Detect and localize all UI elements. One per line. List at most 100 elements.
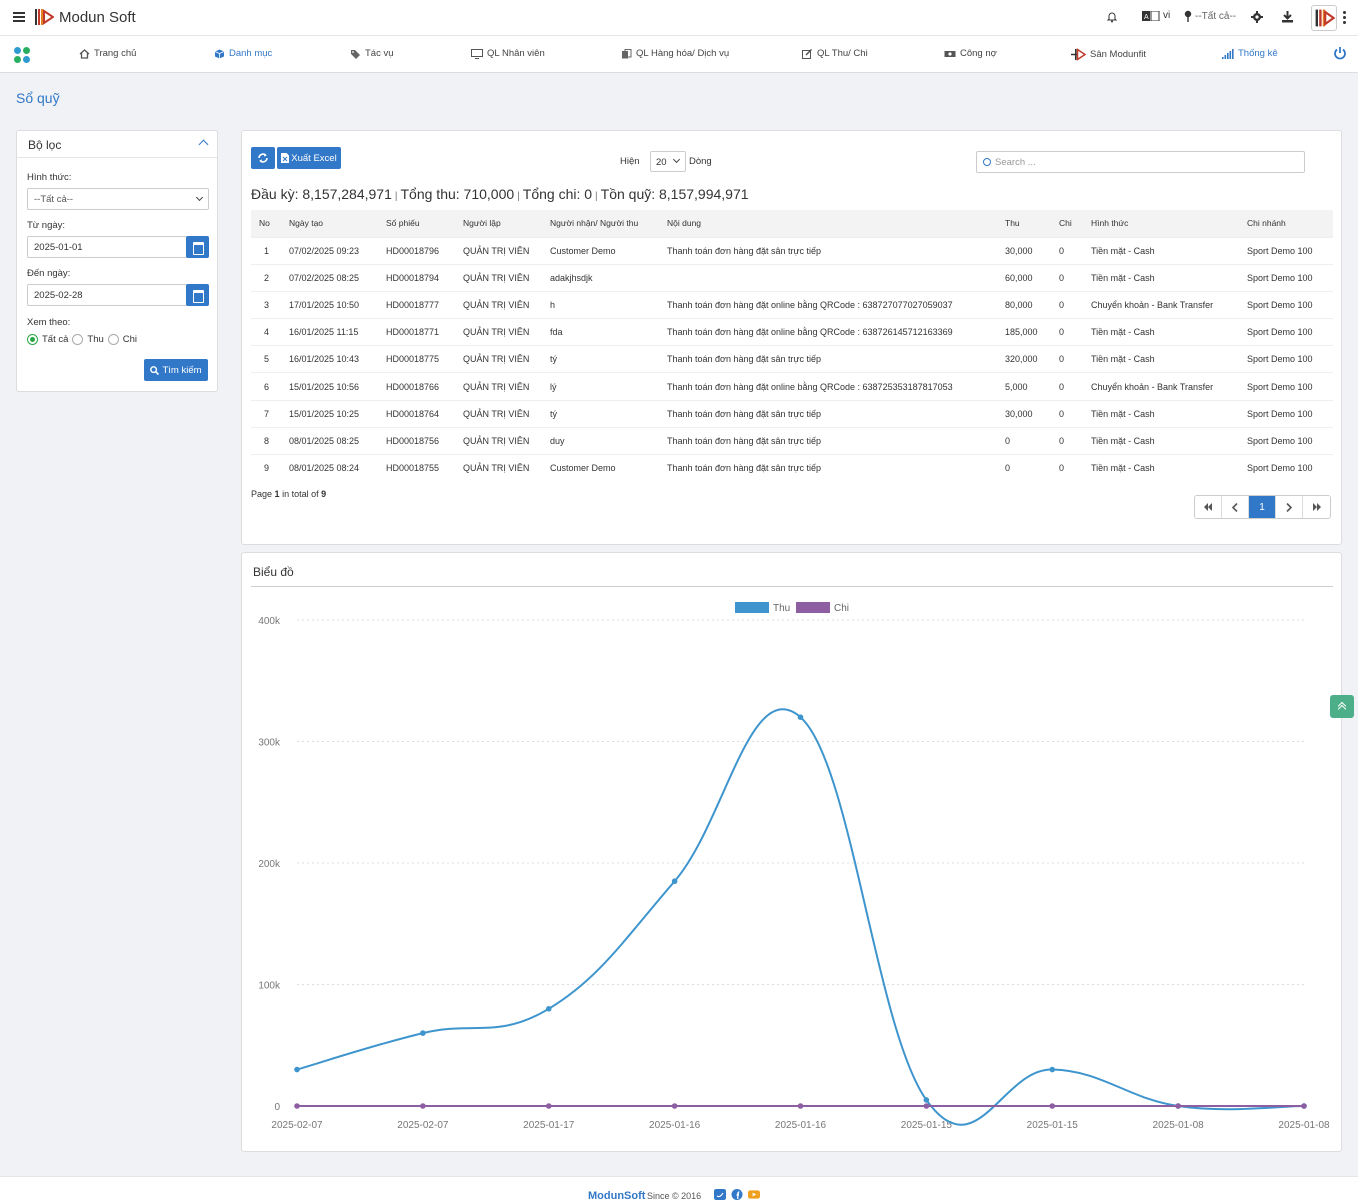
cell-recipient: Customer Demo bbox=[542, 453, 659, 482]
col-recipient[interactable]: Người nhận/ Người thu bbox=[542, 210, 659, 237]
nav-modunfit[interactable]: Sân Modunfit bbox=[1071, 48, 1146, 61]
cell-method: Chuyển khoản - Bank Transfer bbox=[1083, 372, 1239, 401]
menu-icon[interactable] bbox=[13, 12, 25, 22]
bell-icon[interactable] bbox=[1106, 11, 1118, 23]
cell-content bbox=[659, 263, 997, 292]
filter-header[interactable]: Bộ lọc bbox=[17, 131, 217, 158]
table-header-row: No Ngày tạo Số phiếu Người lập Người nhậ… bbox=[251, 210, 1333, 237]
cell-voucher: HD00018756 bbox=[378, 426, 455, 455]
scroll-to-top-button[interactable] bbox=[1330, 695, 1354, 718]
radio-expense[interactable] bbox=[107, 334, 119, 345]
to-date-label: Đến ngày: bbox=[27, 268, 71, 279]
calendar-icon[interactable] bbox=[186, 236, 209, 258]
col-content[interactable]: Nội dung bbox=[659, 210, 997, 237]
location-selector[interactable]: --Tất cả-- bbox=[1184, 10, 1236, 22]
method-select[interactable]: --Tất cả-- bbox=[27, 188, 209, 210]
last-page-button[interactable] bbox=[1303, 496, 1330, 518]
first-page-button[interactable] bbox=[1195, 496, 1222, 518]
table-row[interactable]: 4 16/01/2025 11:15 HD00018771 QUẢN TRỊ VIÊN… bbox=[251, 318, 1333, 346]
export-excel-button[interactable]: Xuất Excel bbox=[277, 147, 341, 169]
radio-all[interactable] bbox=[27, 334, 38, 345]
col-voucher[interactable]: Số phiếu bbox=[378, 210, 455, 237]
more-options-icon[interactable] bbox=[1343, 11, 1346, 26]
cell-recipient: fda bbox=[542, 318, 659, 346]
nav-products[interactable]: QL Hàng hóa/ Dịch vụ bbox=[621, 48, 729, 59]
calendar-icon[interactable] bbox=[186, 284, 209, 306]
chart-panel: Biểu đồ 0 100k 200k 300k 400k 2025-02-07 2025-… bbox=[241, 552, 1342, 1152]
cell-no: 7 bbox=[251, 399, 281, 428]
data-point bbox=[420, 1103, 426, 1109]
col-income[interactable]: Thu bbox=[997, 210, 1051, 237]
nav-debt[interactable]: Công nợ bbox=[944, 48, 997, 59]
table-row[interactable]: 5 16/01/2025 10:43 HD00018775 QUẢN TRỊ VIÊN… bbox=[251, 345, 1333, 373]
table-row[interactable]: 2 07/02/2025 08:25 HD00018794 QUẢN TRỊ VIÊN… bbox=[251, 263, 1333, 292]
cell-income: 30,000 bbox=[997, 399, 1051, 428]
nav-catalog[interactable]: Danh mục bbox=[214, 48, 272, 59]
cell-voucher: HD00018764 bbox=[378, 399, 455, 428]
filter-title: Bộ lọc bbox=[28, 138, 62, 152]
cell-branch: Sport Demo 100 bbox=[1239, 290, 1333, 319]
from-date-input[interactable]: 2025-01-01 bbox=[27, 236, 187, 258]
search-input[interactable]: Search ... bbox=[976, 151, 1305, 173]
nav-tasks[interactable]: Tác vụ bbox=[350, 48, 394, 59]
avatar-logo bbox=[1315, 9, 1336, 27]
download-icon[interactable] bbox=[1281, 10, 1294, 23]
col-expense[interactable]: Chi bbox=[1051, 210, 1083, 237]
user-avatar[interactable] bbox=[1311, 5, 1337, 31]
col-method[interactable]: Hình thức bbox=[1083, 210, 1239, 237]
col-creator[interactable]: Người lập bbox=[455, 210, 542, 237]
twitter-icon[interactable] bbox=[714, 1189, 726, 1200]
facebook-icon[interactable] bbox=[731, 1189, 743, 1200]
cell-branch: Sport Demo 100 bbox=[1239, 236, 1333, 265]
method-label: Hình thức: bbox=[27, 172, 72, 183]
page-button-current[interactable]: 1 bbox=[1249, 496, 1276, 518]
table-row[interactable]: 9 08/01/2025 08:24 HD00018755 QUẢN TRỊ VIÊN… bbox=[251, 453, 1333, 482]
cell-content: Thanh toán đơn hàng đặt sân trực tiếp bbox=[659, 426, 997, 455]
footer: ModunSoft Since © 2016 bbox=[0, 1176, 1358, 1200]
table-row[interactable]: 6 15/01/2025 10:56 HD00018766 QUẢN TRỊ VIÊN… bbox=[251, 372, 1333, 401]
apps-grid-icon[interactable] bbox=[14, 47, 30, 63]
table-row[interactable]: 3 17/01/2025 10:50 HD00018777 QUẢN TRỊ VIÊN… bbox=[251, 290, 1333, 319]
cell-created: 16/01/2025 10:43 bbox=[281, 345, 378, 373]
cell-no: 5 bbox=[251, 345, 281, 373]
gear-icon[interactable] bbox=[1251, 11, 1263, 23]
search-icon bbox=[983, 158, 991, 166]
power-icon[interactable] bbox=[1333, 46, 1347, 60]
y-tick-label: 200k bbox=[258, 859, 281, 870]
svg-text:A: A bbox=[1144, 14, 1149, 21]
prev-page-button[interactable] bbox=[1222, 496, 1249, 518]
language-selector[interactable]: A vi bbox=[1142, 10, 1170, 21]
table-row[interactable]: 7 15/01/2025 10:25 HD00018764 QUẢN TRỊ VIÊN… bbox=[251, 399, 1333, 428]
nav-income-expense[interactable]: QL Thu/ Chi bbox=[802, 48, 868, 59]
nav-home[interactable]: Trang chủ bbox=[79, 48, 136, 59]
youtube-icon[interactable] bbox=[748, 1189, 760, 1200]
col-no[interactable]: No bbox=[251, 210, 281, 237]
page-size-select[interactable]: 20 bbox=[650, 151, 686, 172]
modunfit-icon bbox=[1071, 48, 1086, 61]
series-line-thu bbox=[296, 708, 1305, 1126]
cell-income: 80,000 bbox=[997, 290, 1051, 319]
page-title: Sổ quỹ bbox=[16, 90, 60, 106]
nav-statistics[interactable]: Thống kê bbox=[1222, 48, 1278, 59]
col-created[interactable]: Ngày tạo bbox=[281, 210, 378, 237]
col-branch[interactable]: Chi nhánh bbox=[1239, 210, 1333, 237]
cell-creator: QUẢN TRỊ VIÊN bbox=[455, 290, 542, 319]
refresh-button[interactable] bbox=[251, 147, 275, 169]
x-tick-label: 2025-01-08 bbox=[1278, 1120, 1330, 1131]
nav-staff[interactable]: QL Nhân viên bbox=[471, 48, 545, 59]
radio-income[interactable] bbox=[72, 334, 84, 345]
table-row[interactable]: 1 07/02/2025 09:23 HD00018796 QUẢN TRỊ VIÊN… bbox=[251, 236, 1333, 265]
data-point bbox=[923, 1097, 930, 1103]
cell-method: Tiền mặt - Cash bbox=[1083, 426, 1239, 455]
to-date-input[interactable]: 2025-02-28 bbox=[27, 284, 187, 306]
table-row[interactable]: 8 08/01/2025 08:25 HD00018756 QUẢN TRỊ VIÊN… bbox=[251, 426, 1333, 455]
money-icon bbox=[944, 50, 956, 57]
search-button[interactable]: Tìm kiếm bbox=[144, 359, 208, 381]
cell-created: 15/01/2025 10:25 bbox=[281, 399, 378, 428]
next-page-button[interactable] bbox=[1276, 496, 1303, 518]
cell-voucher: HD00018777 bbox=[378, 290, 455, 319]
cell-expense: 0 bbox=[1051, 318, 1083, 346]
cell-income: 60,000 bbox=[997, 263, 1051, 292]
legend-label: Chi bbox=[834, 603, 849, 614]
chevron-up-icon[interactable] bbox=[198, 139, 209, 150]
